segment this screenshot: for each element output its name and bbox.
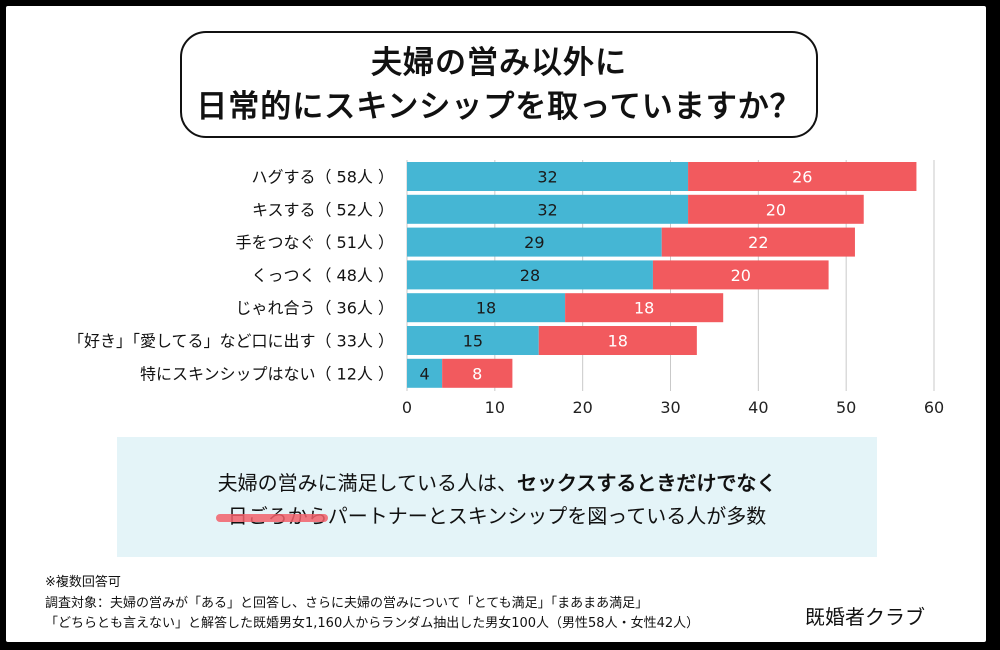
category-label: 手をつなぐ（ 51人 ） bbox=[235, 233, 394, 252]
bar-segment bbox=[407, 260, 653, 290]
bar-segment bbox=[407, 227, 662, 257]
data-label: 4 bbox=[419, 364, 429, 383]
title-line-2: 日常的にスキンシップを取っていますか？ bbox=[196, 88, 802, 125]
title-box: 夫婦の営み以外に 日常的にスキンシップを取っていますか？ bbox=[180, 31, 818, 138]
bar-segment bbox=[661, 227, 855, 257]
data-label: 22 bbox=[748, 233, 768, 252]
stacked-bar-chart: 32 26 ハグする（ 58人 ） 32 20 キスする（ 52人 ） 29 22 手をつなぐ（… bbox=[68, 160, 944, 417]
note-line-1-bold: セックスするときだけでなく bbox=[517, 471, 777, 495]
x-tick-label: 40 bbox=[748, 398, 768, 417]
category-label: ハグする（ 58人 ） bbox=[251, 168, 394, 187]
note-underline-mark bbox=[216, 514, 328, 522]
data-label: 15 bbox=[463, 332, 483, 351]
bar-segment bbox=[538, 326, 697, 355]
bar-segment bbox=[407, 194, 689, 224]
data-label: 20 bbox=[731, 266, 751, 285]
data-label: 26 bbox=[792, 168, 812, 187]
bar-segment bbox=[407, 162, 689, 191]
category-label: 「好き」「愛してる」など口に出す（ 33人 ） bbox=[68, 332, 394, 351]
bar-segment bbox=[407, 293, 566, 323]
title-line-1: 夫婦の営み以外に bbox=[371, 44, 627, 81]
note-line-1-prefix: 夫婦の営みに満足している人は、 bbox=[217, 471, 517, 495]
bar-segment bbox=[688, 194, 864, 224]
x-tick-label: 10 bbox=[485, 398, 505, 417]
category-label: 特にスキンシップはない（ 12人 ） bbox=[140, 364, 394, 383]
bar-segment bbox=[652, 260, 829, 290]
data-label: 20 bbox=[766, 200, 786, 219]
bar-segment bbox=[407, 358, 443, 388]
data-label: 29 bbox=[524, 233, 544, 252]
data-label: 8 bbox=[472, 364, 482, 383]
bar-segment bbox=[407, 326, 539, 355]
category-label: じゃれ合う（ 36人 ） bbox=[235, 299, 394, 318]
data-label: 18 bbox=[634, 299, 654, 318]
bar-segment bbox=[565, 293, 724, 323]
category-label: くっつく（ 48人 ） bbox=[251, 266, 394, 285]
note-line-1: 夫婦の営みに満足している人は、セックスするときだけでなく bbox=[117, 467, 877, 496]
brand-name: 既婚者クラブ bbox=[805, 605, 925, 629]
category-label: キスする（ 52人 ） bbox=[252, 200, 394, 219]
x-tick-label: 30 bbox=[660, 398, 680, 417]
data-label: 18 bbox=[476, 299, 496, 318]
data-label: 32 bbox=[537, 200, 557, 219]
bar-segment bbox=[688, 162, 917, 191]
footnote-survey-sample: 「どちらとも言えない」と解答した既婚男女1,160人からランダム抽出した男女10… bbox=[45, 616, 700, 631]
x-tick-label: 60 bbox=[924, 398, 944, 417]
data-label: 28 bbox=[520, 266, 540, 285]
bar-segment bbox=[442, 358, 513, 388]
x-tick-label: 20 bbox=[572, 398, 592, 417]
note-box: 夫婦の営みに満足している人は、セックスするときだけでなく 日ごろからパートナーと… bbox=[117, 437, 877, 557]
data-label: 32 bbox=[537, 168, 557, 187]
footnote-survey-subject: 調査対象：夫婦の営みが「ある」と回答し、さらに夫婦の営みについて「とても満足」「… bbox=[45, 596, 649, 611]
x-tick-label: 50 bbox=[836, 398, 856, 417]
footnote-multiple-answers: ※複数回答可 bbox=[45, 575, 121, 590]
x-tick-label: 0 bbox=[402, 398, 412, 417]
data-label: 18 bbox=[608, 332, 628, 351]
